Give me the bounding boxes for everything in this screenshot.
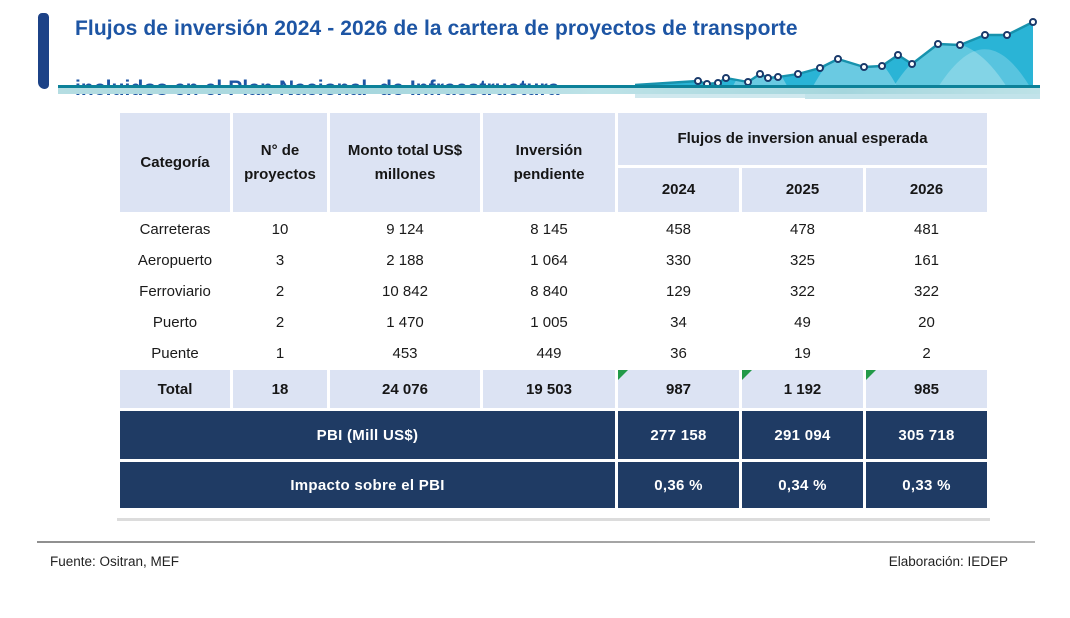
investment-table: Categoría N° de proyectos Monto total US… <box>117 110 990 511</box>
cell-value: 10 <box>271 220 289 238</box>
cell-value: 49 <box>794 313 811 331</box>
table-row-aeropuerto: Aeropuerto 3 2 188 1 064 330 325 161 <box>120 246 987 274</box>
total-value: 24 076 <box>330 370 480 408</box>
cell-category: Puente <box>151 344 199 362</box>
title-accent-bar <box>38 13 49 89</box>
cell-value: 161 <box>913 251 940 269</box>
total-value-text: 1 192 <box>783 380 822 398</box>
table-row-ferroviario: Ferroviario 2 10 842 8 840 129 322 322 <box>120 277 987 305</box>
cell-value: 322 <box>913 282 940 300</box>
table-bottom-shadow <box>117 518 990 521</box>
cell-category: Ferroviario <box>139 282 211 300</box>
impacto-value: 0,34 % <box>742 462 863 508</box>
pbi-label: PBI (Mill US$) <box>120 411 615 459</box>
total-value: 19 503 <box>483 370 615 408</box>
green-corner-triangle-icon <box>618 370 628 380</box>
col-header-2025: 2025 <box>742 168 863 212</box>
impacto-value: 0,36 % <box>618 462 739 508</box>
col-header-proyectos: N° de proyectos <box>233 113 327 212</box>
table-row-pbi: PBI (Mill US$) 277 158 291 094 305 718 <box>120 411 987 459</box>
source-note: Fuente: Ositran, MEF <box>50 554 180 569</box>
total-value: 1 192 <box>742 370 863 408</box>
col-header-monto: Monto total US$ millones <box>330 113 480 212</box>
col-header-pendiente: Inversión pendiente <box>483 113 615 212</box>
cell-category: Carreteras <box>139 220 211 238</box>
footer-divider <box>37 541 1035 543</box>
total-value: 18 <box>233 370 327 408</box>
green-corner-triangle-icon <box>742 370 752 380</box>
col-header-2024: 2024 <box>618 168 739 212</box>
table-row-total: Total 18 24 076 19 503 987 1 192 985 <box>120 370 987 408</box>
cell-value: 8 840 <box>530 282 568 300</box>
col-header-categoria: Categoría <box>120 113 230 212</box>
table-row-impacto: Impacto sobre el PBI 0,36 % 0,34 % 0,33 … <box>120 462 987 508</box>
cell-value: 2 <box>275 282 285 300</box>
cell-value: 478 <box>789 220 816 238</box>
table-row-puente: Puente 1 453 449 36 19 2 <box>120 339 987 367</box>
total-label: Total <box>120 370 230 408</box>
cell-value: 449 <box>536 344 562 362</box>
elaboration-note: Elaboración: IEDEP <box>888 554 1008 569</box>
green-corner-triangle-icon <box>866 370 876 380</box>
cell-value: 322 <box>789 282 816 300</box>
pbi-value: 305 718 <box>866 411 987 459</box>
cell-value: 2 <box>275 313 285 331</box>
total-value: 985 <box>866 370 987 408</box>
col-header-2026: 2026 <box>866 168 987 212</box>
table-row-carreteras: Carreteras 10 9 124 8 145 458 478 481 <box>120 215 987 243</box>
cell-category: Aeropuerto <box>137 251 213 269</box>
cell-value: 20 <box>918 313 935 331</box>
cell-value: 1 <box>275 344 285 362</box>
cell-value: 8 145 <box>530 220 568 238</box>
cell-value: 1 064 <box>530 251 568 269</box>
cell-value: 34 <box>670 313 687 331</box>
title-line-1: Flujos de inversión 2024 - 2026 de la ca… <box>75 17 798 40</box>
total-value-text: 985 <box>913 380 940 398</box>
cell-value: 458 <box>665 220 692 238</box>
cell-value: 1 005 <box>530 313 568 331</box>
cell-value: 10 842 <box>382 282 428 300</box>
cell-value: 9 124 <box>386 220 424 238</box>
pbi-value: 291 094 <box>742 411 863 459</box>
cell-value: 325 <box>789 251 816 269</box>
cell-category: Puerto <box>152 313 198 331</box>
col-header-flujos: Flujos de inversion anual esperada <box>618 113 987 165</box>
cell-value: 2 188 <box>386 251 424 269</box>
total-value: 987 <box>618 370 739 408</box>
table-row-puerto: Puerto 2 1 470 1 005 34 49 20 <box>120 308 987 336</box>
cell-value: 1 470 <box>386 313 424 331</box>
cell-value: 129 <box>665 282 692 300</box>
cell-value: 330 <box>665 251 692 269</box>
cell-value: 36 <box>670 344 687 362</box>
trend-area-chart-decoration <box>635 18 1040 99</box>
total-value-text: 987 <box>665 380 692 398</box>
cell-value: 3 <box>275 251 285 269</box>
cell-value: 481 <box>913 220 940 238</box>
cell-value: 2 <box>922 344 931 362</box>
cell-value: 19 <box>794 344 811 362</box>
pbi-value: 277 158 <box>618 411 739 459</box>
cell-value: 453 <box>392 344 418 362</box>
impacto-value: 0,33 % <box>866 462 987 508</box>
impacto-label: Impacto sobre el PBI <box>120 462 615 508</box>
title-underline-band <box>58 85 1040 94</box>
